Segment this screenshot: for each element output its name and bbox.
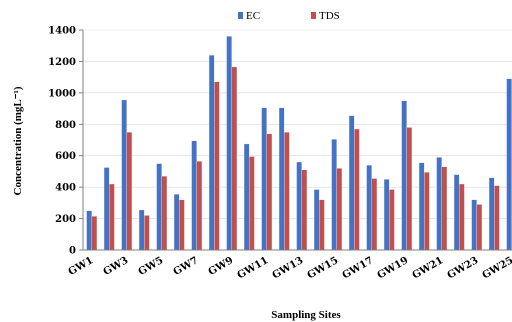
bar-tds-gw16 bbox=[354, 128, 360, 251]
bar-ec-gw7 bbox=[191, 140, 197, 251]
bar-ec-gw4 bbox=[138, 209, 145, 251]
x-tick-label: GW1 bbox=[67, 255, 96, 278]
bar-ec-gw10 bbox=[243, 143, 250, 251]
bar-ec-gw12 bbox=[278, 107, 285, 251]
bar-ec-gw1 bbox=[86, 210, 92, 251]
bar-tds-gw20 bbox=[424, 172, 430, 251]
bar-tds-gw14 bbox=[319, 199, 325, 251]
bar-ec-gw24 bbox=[488, 177, 495, 251]
bar-tds-gw21 bbox=[441, 166, 448, 251]
bars bbox=[86, 36, 512, 251]
bar-ec-gw6 bbox=[173, 194, 180, 251]
bar-tds-gw13 bbox=[301, 169, 308, 251]
legend-label-ec: EC bbox=[246, 10, 260, 22]
legend: EC TDS bbox=[238, 10, 340, 22]
bar-ec-gw11 bbox=[261, 107, 267, 251]
y-tick-label: 800 bbox=[55, 120, 76, 131]
bar-ec-gw8 bbox=[208, 54, 215, 251]
legend-swatch-ec bbox=[238, 12, 243, 19]
bar-tds-gw19 bbox=[406, 127, 413, 251]
y-tick-label: 1200 bbox=[48, 57, 76, 68]
x-tick-label: GW15 bbox=[306, 255, 341, 281]
x-tick-label: GW3 bbox=[102, 255, 131, 278]
x-tick-label: GW11 bbox=[236, 255, 271, 281]
bar-tds-gw18 bbox=[389, 189, 395, 251]
bar-ec-gw16 bbox=[348, 115, 355, 251]
bar-tds-gw8 bbox=[214, 81, 220, 251]
bar-tds-gw12 bbox=[284, 131, 290, 251]
bar-ec-gw25 bbox=[506, 78, 512, 251]
x-tick-label: GW9 bbox=[207, 255, 236, 278]
x-axis-title: Sampling Sites bbox=[271, 309, 341, 321]
bar-ec-gw23 bbox=[471, 199, 477, 251]
gridlines bbox=[83, 29, 512, 219]
bar-tds-gw15 bbox=[336, 168, 343, 251]
x-tick-label: GW23 bbox=[446, 255, 481, 281]
legend-swatch-tds bbox=[311, 12, 316, 19]
bar-ec-gw18 bbox=[383, 179, 390, 251]
bar-ec-gw17 bbox=[366, 164, 372, 251]
bar-tds-gw17 bbox=[371, 178, 378, 251]
y-axis-ticks: 0 200 400 600 800 1000 1200 1400 bbox=[48, 26, 83, 257]
bar-ec-gw19 bbox=[401, 100, 407, 251]
bar-ec-gw20 bbox=[418, 162, 425, 251]
bar-ec-gw21 bbox=[436, 157, 442, 251]
legend-label-tds: TDS bbox=[319, 10, 340, 22]
y-tick-label: 600 bbox=[55, 151, 76, 162]
bar-tds-gw1 bbox=[91, 216, 98, 251]
bar-tds-gw11 bbox=[266, 133, 273, 251]
x-tick-label: GW17 bbox=[341, 255, 376, 281]
x-tick-label: GW21 bbox=[411, 255, 446, 281]
y-tick-label: 1000 bbox=[48, 88, 76, 99]
bar-ec-gw22 bbox=[453, 174, 460, 251]
y-tick-label: 400 bbox=[55, 183, 76, 194]
x-tick-label: GW13 bbox=[271, 255, 306, 281]
y-tick-label: 0 bbox=[69, 246, 76, 257]
bar-tds-gw4 bbox=[144, 215, 150, 251]
bar-tds-gw10 bbox=[249, 156, 255, 251]
y-tick-label: 1400 bbox=[48, 26, 76, 37]
y-tick-label: 200 bbox=[55, 214, 76, 225]
bar-tds-gw3 bbox=[126, 131, 133, 251]
x-tick-label: GW19 bbox=[376, 255, 411, 281]
bar-ec-gw9 bbox=[226, 36, 232, 251]
bar-ec-gw2 bbox=[103, 167, 110, 251]
bar-tds-gw7 bbox=[196, 161, 203, 251]
x-tick-label: GW25 bbox=[481, 255, 512, 281]
bar-tds-gw24 bbox=[494, 185, 500, 251]
x-axis-ticks: GW1 GW3 GW5 GW7 GW9 GW11 GW13 GW15 GW17 GW19 GW21 G… bbox=[67, 255, 512, 281]
bar-tds-gw2 bbox=[109, 183, 115, 251]
bar-ec-gw13 bbox=[296, 161, 302, 251]
y-axis-title: Concentration (mgL⁻¹) bbox=[12, 86, 24, 195]
bar-tds-gw5 bbox=[161, 175, 168, 251]
bar-tds-gw22 bbox=[459, 183, 465, 251]
bar-tds-gw23 bbox=[476, 204, 483, 251]
bar-ec-gw5 bbox=[156, 163, 162, 251]
bar-ec-gw15 bbox=[331, 139, 337, 251]
bar-ec-gw3 bbox=[121, 99, 127, 251]
bar-tds-gw6 bbox=[179, 199, 185, 251]
x-tick-label: GW5 bbox=[137, 255, 166, 278]
x-tick-label: GW7 bbox=[172, 255, 201, 278]
bar-ec-gw14 bbox=[313, 189, 320, 251]
bar-tds-gw9 bbox=[231, 66, 238, 251]
